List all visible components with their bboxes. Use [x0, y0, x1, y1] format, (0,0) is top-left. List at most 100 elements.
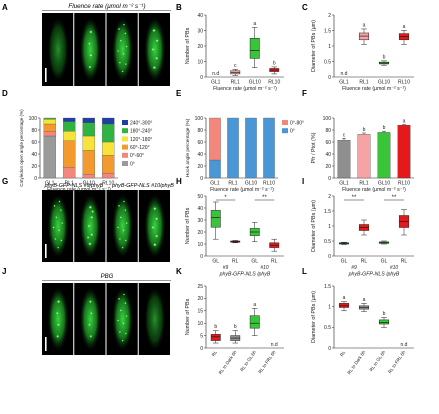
photobody-dot	[125, 221, 128, 225]
y-tick-label: 30	[197, 28, 203, 34]
stack-segment	[102, 173, 115, 179]
photobody-dot	[151, 47, 155, 52]
photobody-dot	[58, 200, 61, 203]
nucleus-glow	[80, 287, 101, 351]
photobody-dot	[119, 216, 123, 219]
stack-segment	[209, 117, 221, 161]
box-gl10	[249, 38, 260, 59]
legend-swatch	[122, 128, 128, 134]
photobody-dot	[117, 204, 121, 208]
y-tick-label: 1	[328, 224, 331, 230]
stack-segment	[63, 167, 76, 179]
x-tick-label: GL10	[245, 181, 257, 187]
y-tick-label: 0	[328, 75, 331, 81]
y-tick-label: 1.5	[324, 284, 331, 290]
photobody-dot	[116, 226, 120, 229]
x-tick-label: GL	[212, 259, 219, 265]
stack-segment	[82, 135, 95, 151]
x-tick-label: RL10	[398, 80, 410, 86]
y-tick-label: 25	[197, 284, 203, 290]
y-tick-label: 20	[197, 230, 203, 236]
stack-segment	[209, 159, 221, 179]
photobody-dot	[117, 297, 121, 301]
nucleus-glow	[144, 17, 166, 82]
panel-letter-j: J	[2, 267, 6, 276]
x-axis-label: Fluence rate (μmol m⁻² s⁻¹)	[210, 187, 274, 193]
x-tick-label: GL1	[45, 181, 55, 187]
photobody-dot	[87, 42, 92, 46]
nucleus-glow	[144, 287, 166, 351]
y-tick-label: 5	[200, 333, 203, 339]
x-tick-label: RL to GL 6h	[368, 349, 386, 372]
significance-letter: b	[234, 324, 237, 330]
x-axis-label: Fluence rate (μmol m⁻² s⁻¹)	[47, 187, 111, 193]
significance-letter: a	[253, 302, 256, 308]
x-axis-label: Fluence rate (μmol m⁻² s⁻¹)	[213, 86, 277, 92]
y-axis-label: Pfr / Ptot (%)	[311, 132, 317, 163]
photobody-dot	[124, 239, 127, 242]
y-tick-label: 10	[197, 321, 203, 327]
y-axis-label: Number of PBs	[185, 207, 191, 244]
chart-l: 0 0.5 1 1.5 Diameter of PBs (μm) RL a RL to Dar…	[311, 284, 414, 375]
x-tick-label: RL	[211, 349, 219, 357]
photobody-dot	[121, 339, 124, 342]
photobody-dot	[125, 45, 128, 48]
panel-letter-f: F	[302, 89, 307, 98]
photobody-dot	[153, 206, 157, 211]
photobody-dot	[54, 237, 57, 241]
panel-letter-b: B	[176, 3, 182, 12]
y-tick-label: 0.5	[324, 325, 331, 331]
x-tick-label: GL1	[210, 181, 220, 187]
photobody-dot	[154, 56, 159, 61]
stack-segment	[102, 117, 115, 125]
x-tick-label: RL to Dark 6h	[346, 349, 366, 375]
photobody-dot	[60, 221, 64, 225]
stack-segment	[102, 123, 115, 143]
bar-gl10	[377, 132, 391, 179]
significance-letter: c	[234, 63, 237, 69]
photobody-dot	[124, 62, 127, 66]
photobody-dot	[154, 234, 159, 238]
stack-segment	[263, 117, 275, 179]
y-tick-label: 15	[197, 309, 203, 315]
y-axis-label: Diameter of PBs (μm)	[311, 200, 317, 252]
photobody-dot	[89, 334, 93, 338]
photobody-dot	[116, 319, 120, 322]
significance-letter: n.d	[271, 342, 278, 348]
nucleus-glow	[112, 17, 133, 82]
y-tick-label: 0	[200, 346, 203, 352]
photobody-dot	[56, 299, 61, 304]
x-axis-label: phyB-GFP-NLS /phyB	[348, 272, 400, 278]
x-tick-label: GL10	[378, 181, 390, 187]
photobody-dot	[52, 226, 55, 229]
photobody-dot	[89, 232, 94, 237]
y-tick-label: 80	[325, 128, 331, 134]
stack-segment	[63, 117, 76, 122]
significance-letter: a	[363, 297, 366, 303]
y-tick-label: 2	[328, 194, 331, 200]
stack-segment	[63, 140, 76, 168]
photobody-dot	[88, 300, 92, 304]
x-tick-label: RL1	[359, 80, 368, 86]
x-tick-label: GL	[341, 259, 348, 265]
legend-swatch	[122, 152, 128, 158]
photobody-dot	[119, 39, 123, 43]
photobody-dot	[87, 224, 91, 228]
y-axis-label: Cotyledon open angle percentage (%)	[19, 109, 24, 187]
legend-label: 0°-80°	[290, 120, 304, 126]
stack-segment	[82, 117, 95, 123]
significance-mark: **	[392, 195, 397, 201]
panel-letter-h: H	[176, 177, 182, 186]
x-tick-label: RL to FRL 6h	[257, 349, 277, 374]
y-tick-label: 80	[197, 128, 203, 134]
photobody-dot	[55, 311, 59, 315]
stack-segment	[43, 135, 56, 179]
panel-j-header: PBG	[101, 274, 114, 280]
significance-letter: b	[383, 125, 386, 131]
photobody-dot	[86, 235, 90, 240]
y-axis-label: Diameter of PBs (μm)	[311, 291, 317, 343]
box-rl	[210, 334, 221, 341]
group-label: #10	[260, 265, 269, 271]
x-tick-label: RL	[232, 259, 239, 265]
